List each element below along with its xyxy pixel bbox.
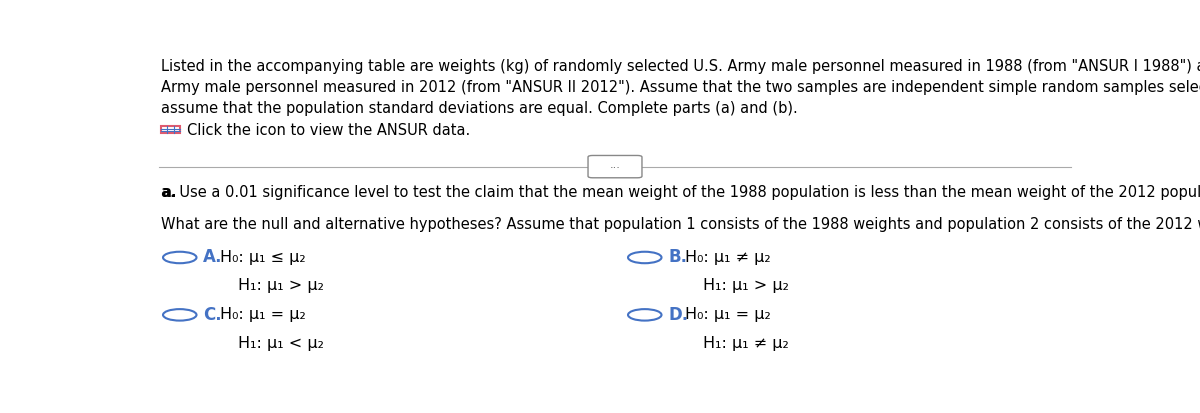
Text: H₀: μ₁ ≠ μ₂: H₀: μ₁ ≠ μ₂: [685, 249, 770, 264]
Text: Click the icon to view the ANSUR data.: Click the icon to view the ANSUR data.: [187, 123, 470, 138]
Text: What are the null and alternative hypotheses? Assume that population 1 consists : What are the null and alternative hypoth…: [161, 216, 1200, 231]
Text: B.: B.: [668, 248, 688, 266]
Bar: [161, 127, 180, 134]
Text: H₁: μ₁ < μ₂: H₁: μ₁ < μ₂: [239, 335, 324, 350]
Text: ···: ···: [610, 162, 620, 172]
Text: H₀: μ₁ ≤ μ₂: H₀: μ₁ ≤ μ₂: [220, 249, 305, 264]
Text: Listed in the accompanying table are weights (kg) of randomly selected U.S. Army: Listed in the accompanying table are wei…: [161, 59, 1200, 116]
Text: D.: D.: [668, 305, 688, 323]
Text: H₁: μ₁ ≠ μ₂: H₁: μ₁ ≠ μ₂: [703, 335, 790, 350]
Text: a. Use a 0.01 significance level to test the claim that the mean weight of the 1: a. Use a 0.01 significance level to test…: [161, 185, 1200, 199]
FancyBboxPatch shape: [588, 156, 642, 178]
Text: a.: a.: [161, 185, 176, 199]
Text: H₁: μ₁ > μ₂: H₁: μ₁ > μ₂: [703, 278, 790, 293]
Text: H₁: μ₁ > μ₂: H₁: μ₁ > μ₂: [239, 278, 324, 293]
Text: H₀: μ₁ = μ₂: H₀: μ₁ = μ₂: [220, 306, 306, 321]
Text: H₀: μ₁ = μ₂: H₀: μ₁ = μ₂: [685, 306, 770, 321]
Text: A.: A.: [203, 248, 222, 266]
Text: C.: C.: [203, 305, 222, 323]
